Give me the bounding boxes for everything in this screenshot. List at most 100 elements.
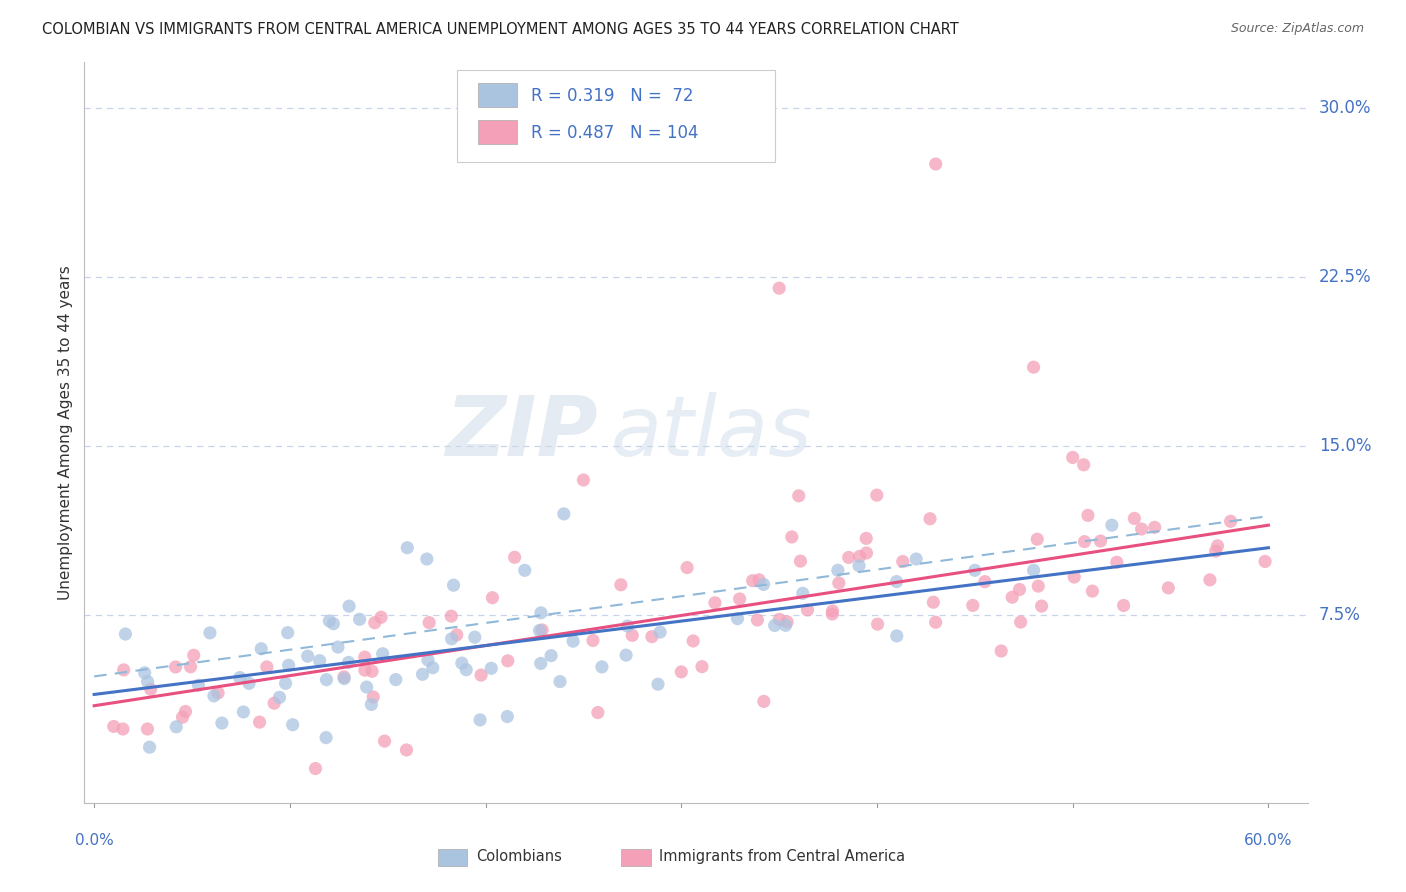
Point (925, 157, 948, 171)
Point (647, 677, 669, 691)
Point (530, 657, 553, 671)
Point (776, 615, 799, 629)
Point (1090, 534, 1112, 549)
Point (416, 653, 439, 667)
Point (136, 722, 159, 736)
Point (752, 577, 775, 591)
Point (562, 634, 585, 648)
Point (440, 609, 463, 624)
Point (741, 574, 763, 588)
Point (114, 627, 136, 641)
FancyBboxPatch shape (478, 120, 517, 144)
Text: Source: ZipAtlas.com: Source: ZipAtlas.com (1230, 22, 1364, 36)
Point (450, 656, 472, 670)
Point (553, 507, 575, 521)
Point (1205, 544, 1227, 558)
Point (789, 554, 811, 568)
Point (238, 676, 260, 690)
Point (371, 647, 394, 661)
Point (752, 694, 775, 708)
Point (1073, 534, 1095, 549)
Point (572, 473, 595, 487)
Point (838, 550, 860, 565)
Point (112, 663, 135, 677)
Point (641, 630, 664, 644)
Point (621, 628, 644, 642)
Point (274, 676, 297, 690)
Point (333, 670, 356, 684)
Point (470, 668, 492, 682)
Point (540, 648, 562, 663)
Point (1130, 522, 1153, 536)
Point (1105, 555, 1128, 569)
Point (308, 654, 330, 668)
Point (610, 578, 633, 592)
Point (548, 674, 571, 689)
Point (780, 530, 803, 544)
Point (787, 489, 810, 503)
Point (1157, 581, 1180, 595)
Point (886, 629, 908, 643)
Point (905, 552, 928, 566)
Point (796, 603, 818, 617)
Text: ZIP: ZIP (446, 392, 598, 473)
Point (354, 663, 377, 677)
FancyBboxPatch shape (437, 848, 467, 866)
Point (322, 616, 344, 631)
Point (963, 563, 986, 577)
Point (337, 599, 360, 614)
Point (748, 573, 770, 587)
Point (848, 558, 870, 573)
Point (418, 615, 440, 630)
Point (361, 665, 384, 679)
Point (922, 595, 945, 609)
Point (1073, 458, 1095, 472)
Point (962, 599, 984, 613)
Point (277, 625, 299, 640)
Point (353, 650, 375, 665)
Point (855, 532, 877, 546)
Point (422, 661, 444, 675)
Point (648, 625, 671, 640)
Point (229, 671, 252, 685)
Point (1031, 599, 1053, 613)
Text: R = 0.487   N = 104: R = 0.487 N = 104 (531, 124, 699, 142)
Point (187, 678, 209, 692)
Point (198, 625, 221, 640)
Point (496, 654, 519, 668)
Point (1010, 615, 1032, 629)
Point (250, 641, 273, 656)
Point (1026, 579, 1049, 593)
Point (103, 719, 125, 733)
Point (828, 576, 851, 591)
Point (513, 563, 536, 577)
Point (1077, 508, 1099, 523)
Point (443, 578, 465, 592)
Point (304, 762, 326, 776)
Point (360, 698, 382, 712)
Text: Colombians: Colombians (475, 849, 561, 864)
Point (1206, 539, 1229, 553)
Point (361, 690, 384, 704)
Point (315, 673, 337, 687)
Point (356, 680, 378, 694)
Point (1081, 584, 1104, 599)
Text: 7.5%: 7.5% (1319, 607, 1361, 624)
Point (727, 612, 749, 626)
Text: R = 0.319   N =  72: R = 0.319 N = 72 (531, 87, 693, 104)
Point (747, 613, 769, 627)
Point (315, 731, 337, 745)
Point (690, 659, 713, 673)
Point (136, 674, 159, 689)
Point (1112, 599, 1135, 613)
Point (768, 281, 790, 295)
Point (479, 661, 502, 675)
Point (370, 610, 392, 624)
Point (364, 615, 387, 630)
Point (211, 716, 233, 731)
Point (134, 665, 156, 680)
Point (496, 709, 519, 723)
Point (866, 488, 889, 502)
Point (821, 607, 844, 621)
Point (481, 591, 503, 605)
